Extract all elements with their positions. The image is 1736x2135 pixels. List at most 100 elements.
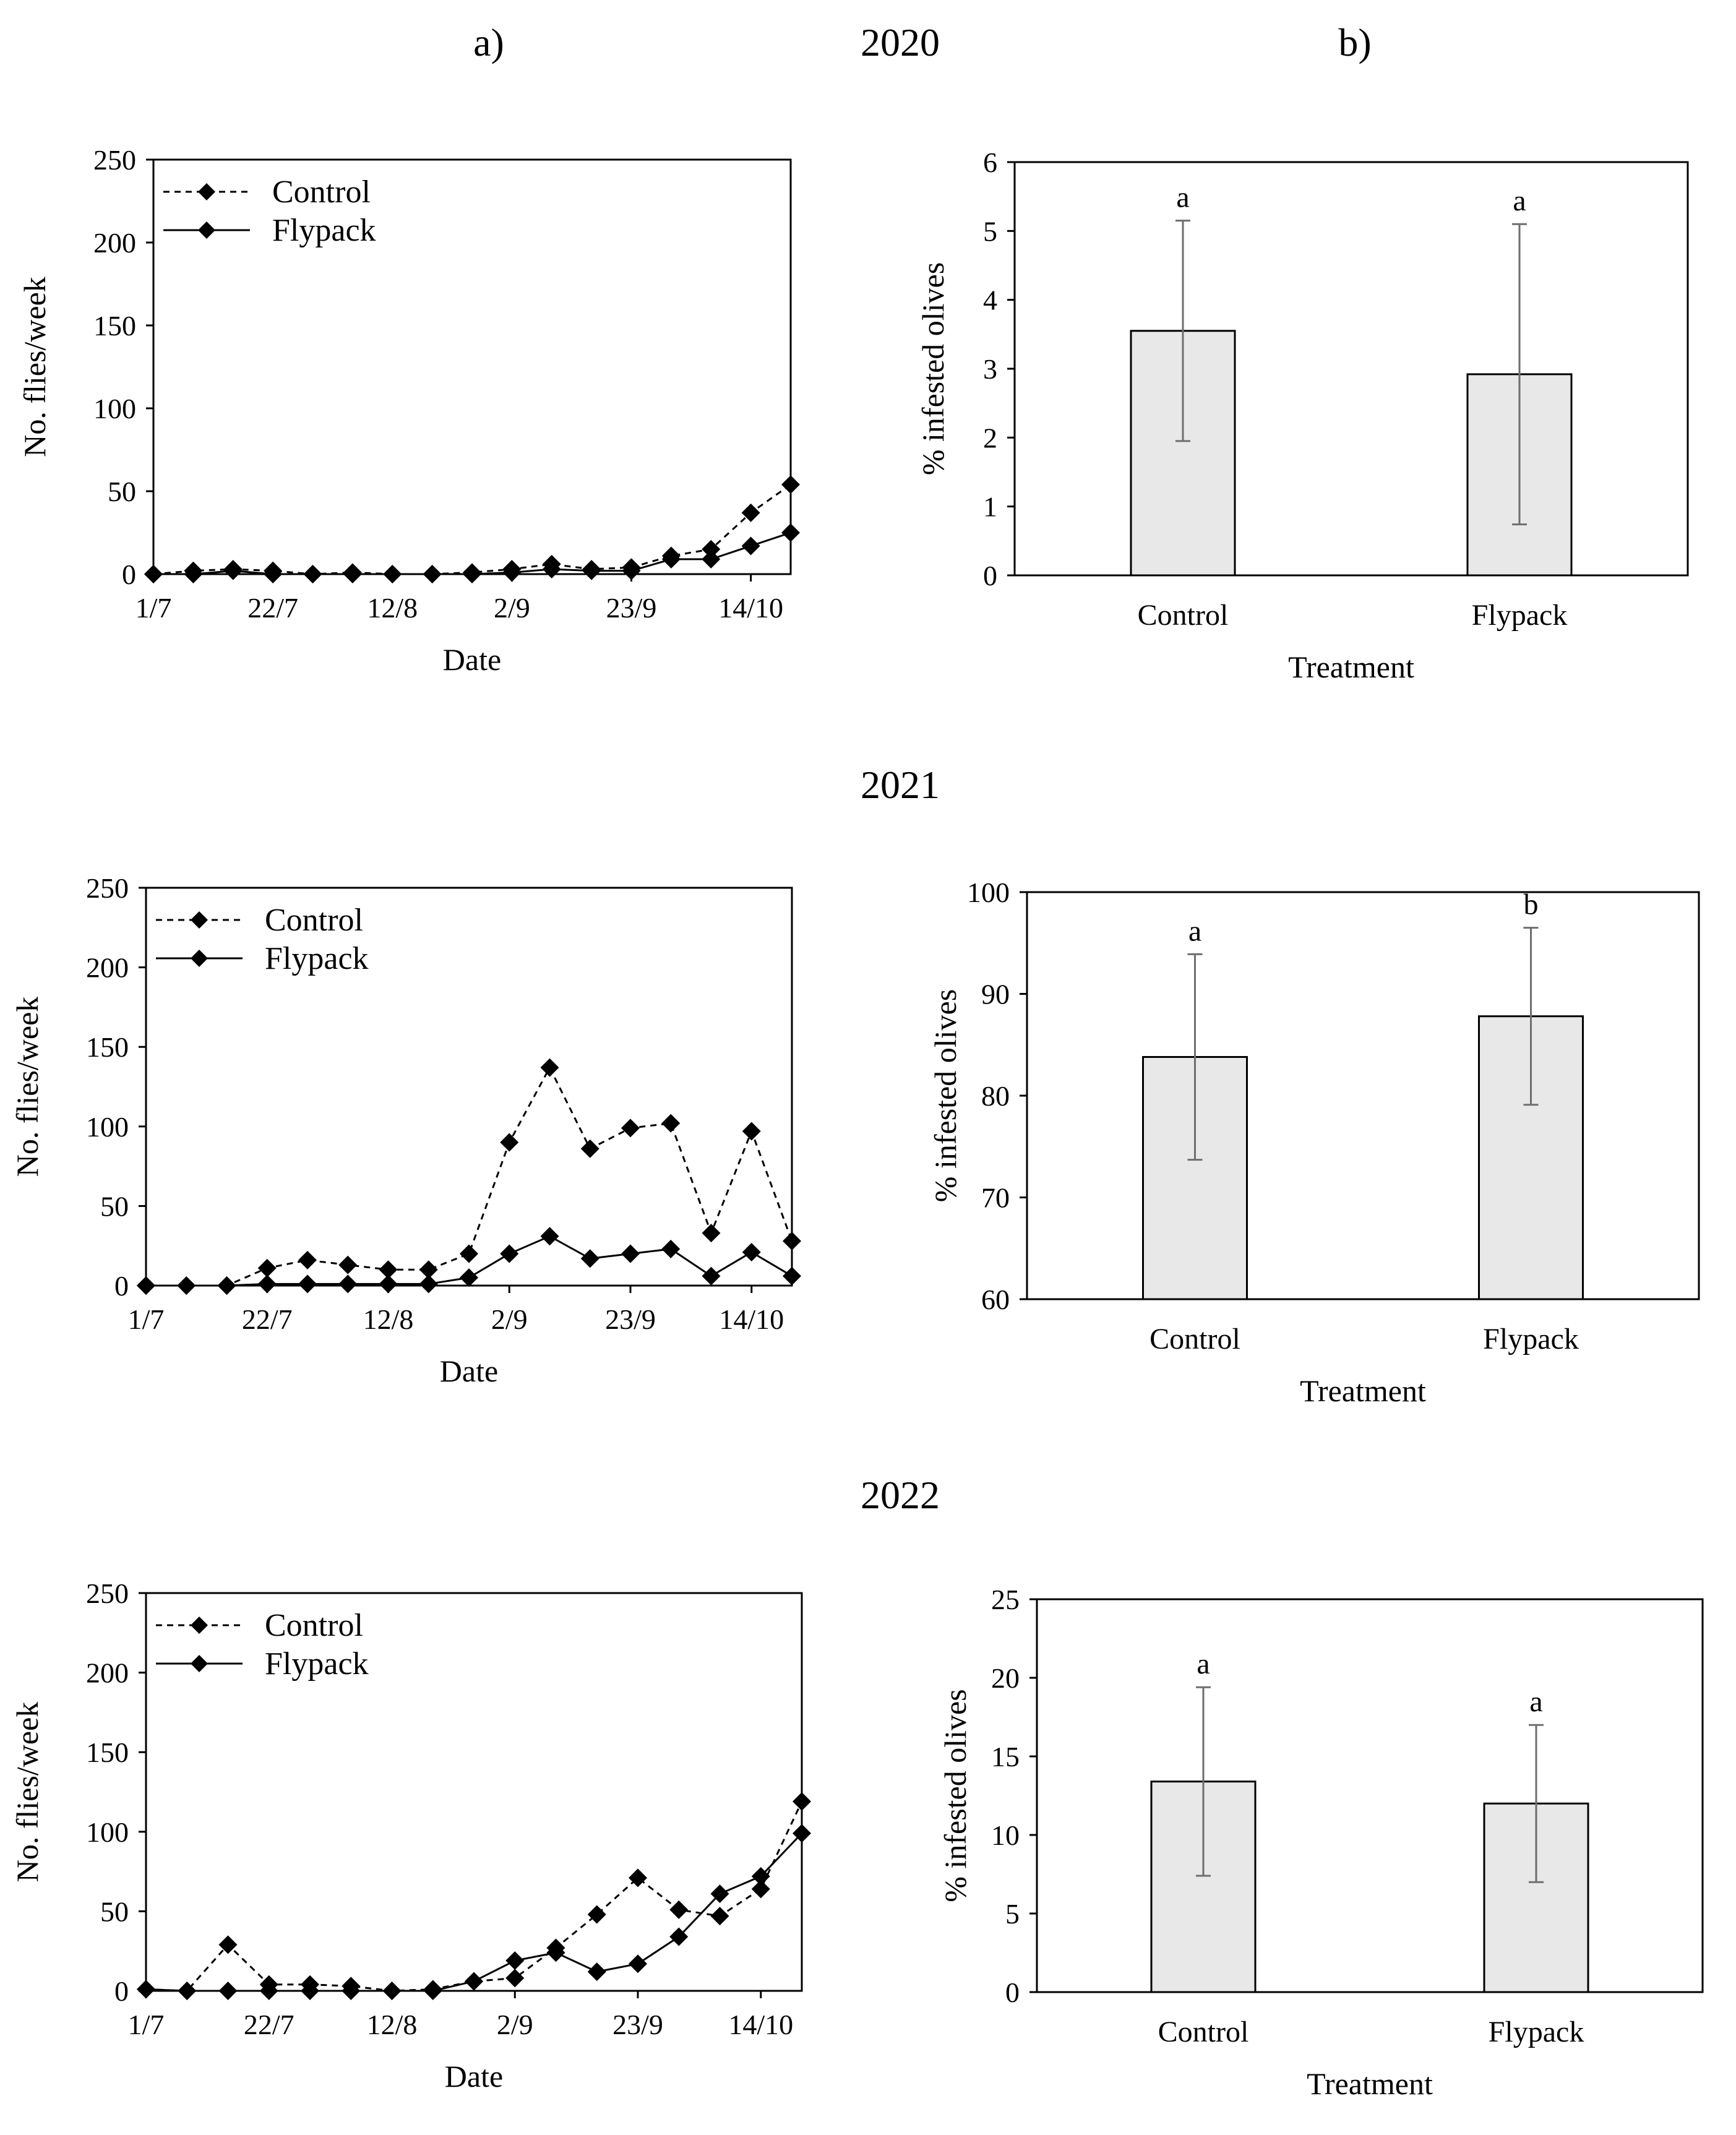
x-tick-label: 14/10 <box>718 592 783 624</box>
data-point-flypack <box>383 565 402 583</box>
y-tick-label: 100 <box>967 877 1010 908</box>
data-point-flypack <box>303 565 322 583</box>
y-tick-label: 0 <box>122 559 136 590</box>
legend-label-control: Control <box>265 903 363 938</box>
series-line-control <box>153 484 791 575</box>
y-tick-label: 3 <box>983 353 997 385</box>
x-tick-label: 12/8 <box>367 592 418 624</box>
data-point-control <box>218 1935 238 1954</box>
data-point-flypack <box>621 1244 640 1263</box>
data-point-flypack <box>702 549 721 569</box>
y-tick-label: 1 <box>983 491 997 523</box>
y-tick-label: 70 <box>981 1182 1010 1214</box>
data-point-flypack <box>669 1927 689 1946</box>
legend-marker-control <box>191 1617 208 1634</box>
y-axis-label: % infested olives <box>938 1689 973 1902</box>
y-tick-label: 0 <box>114 1975 129 2007</box>
y-tick-label: 150 <box>93 310 136 342</box>
x-tick-label: 22/7 <box>244 2009 294 2040</box>
data-point-control <box>702 1224 721 1243</box>
data-point-flypack <box>298 1274 317 1294</box>
data-point-flypack <box>580 1249 599 1268</box>
y-tick-label: 100 <box>86 1816 129 1848</box>
y-tick-label: 60 <box>981 1284 1010 1315</box>
x-tick-label: 1/7 <box>135 592 172 624</box>
data-point-flypack <box>223 561 243 580</box>
significance-letter-control: a <box>1188 914 1201 947</box>
legend-marker-control <box>198 183 215 200</box>
legend-marker-flypack <box>191 1655 208 1672</box>
y-tick-label: 15 <box>991 1741 1020 1772</box>
x-axis-label: Treatment <box>1288 650 1414 684</box>
plot-frame <box>145 887 793 1287</box>
plot-frame <box>145 1592 803 1992</box>
y-axis-label: % infested olives <box>916 262 950 475</box>
panel-a-label: a) <box>473 20 504 64</box>
x-axis-label: Date <box>445 2059 503 2094</box>
data-point-control <box>793 1792 811 1811</box>
data-point-control <box>702 539 721 559</box>
y-tick-label: 250 <box>86 872 129 904</box>
data-point-flypack <box>546 1943 565 1962</box>
y-axis-label: No. flies/week <box>10 1702 45 1883</box>
data-point-flypack <box>342 1982 361 2000</box>
category-label-control: Control <box>1158 2016 1249 2048</box>
data-point-flypack <box>264 565 283 583</box>
data-point-flypack <box>177 1276 196 1295</box>
x-tick-label: 22/7 <box>242 1304 293 1335</box>
line-chart-2020: 2020 0 50 100 150 200 250 1/7 22/7 12/8 2/9 23/9 14/… <box>17 20 940 677</box>
data-point-flypack <box>540 1227 559 1246</box>
data-point-flypack <box>661 1239 681 1258</box>
plot-frame <box>1013 161 1689 577</box>
x-tick-label: 1/7 <box>128 1304 165 1335</box>
data-point-control <box>460 1244 478 1263</box>
significance-letter-control: a <box>1176 181 1189 214</box>
x-axis-label: Date <box>440 1354 498 1388</box>
chart-title: 2022 <box>861 1473 940 1517</box>
data-point-flypack <box>144 565 163 583</box>
x-axis-label: Treatment <box>1300 1373 1426 1408</box>
data-point-control <box>621 1119 640 1138</box>
x-tick-label: 23/9 <box>612 2009 663 2040</box>
data-point-flypack <box>505 1951 525 1970</box>
panel-b-label: b) <box>1338 20 1371 64</box>
data-point-flypack <box>382 1982 402 2000</box>
data-point-flypack <box>137 1980 155 1999</box>
x-tick-label: 23/9 <box>605 1304 656 1335</box>
data-point-flypack <box>629 1954 647 1974</box>
data-point-flypack <box>751 1867 770 1886</box>
data-point-control <box>257 1258 277 1278</box>
data-point-flypack <box>423 565 442 583</box>
category-label-control: Control <box>1149 1323 1240 1355</box>
data-point-control <box>669 1900 689 1919</box>
data-point-control <box>587 1905 606 1924</box>
data-point-flypack <box>379 1274 398 1294</box>
x-tick-label: 2/9 <box>494 592 530 624</box>
data-point-flypack <box>793 1824 811 1843</box>
y-tick-label: 6 <box>983 147 997 178</box>
data-point-control <box>751 1879 770 1899</box>
plot-frame <box>152 158 792 575</box>
data-point-flypack <box>184 565 203 583</box>
y-tick-label: 200 <box>93 227 136 259</box>
data-point-control <box>781 475 800 494</box>
x-tick-label: 12/8 <box>363 1304 414 1335</box>
data-point-control <box>298 1250 317 1269</box>
category-label-flypack: Flypack <box>1472 599 1568 632</box>
data-point-flypack <box>257 1274 277 1294</box>
x-tick-label: 14/10 <box>719 1304 784 1335</box>
y-tick-label: 250 <box>86 1578 129 1609</box>
y-tick-label: 200 <box>86 952 129 984</box>
legend-label-control: Control <box>265 1608 363 1643</box>
y-tick-label: 50 <box>100 1190 129 1222</box>
data-point-flypack <box>423 1982 442 2000</box>
y-tick-label: 0 <box>983 560 997 591</box>
legend-label-control: Control <box>272 174 371 210</box>
y-tick-label: 10 <box>991 1819 1020 1851</box>
chart-title: 2021 <box>861 763 940 807</box>
y-tick-label: 150 <box>86 1737 129 1768</box>
y-tick-label: 2 <box>983 422 997 453</box>
data-point-flypack <box>582 561 601 580</box>
data-point-control <box>741 503 760 522</box>
significance-letter-flypack: a <box>1529 1685 1542 1718</box>
